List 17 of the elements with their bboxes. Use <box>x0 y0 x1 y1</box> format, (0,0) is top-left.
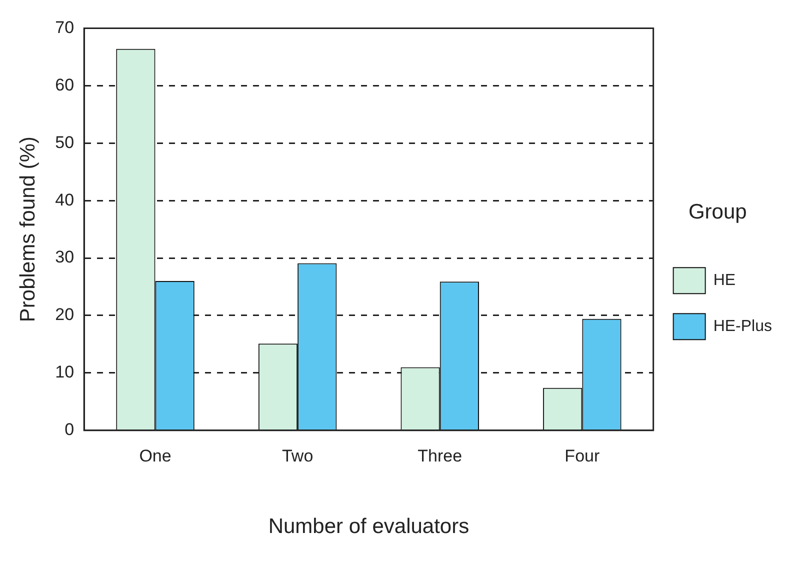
legend-title: Group <box>688 200 747 224</box>
legend-label: HE-Plus <box>713 318 772 336</box>
x-tick-label: Three <box>418 446 462 466</box>
y-tick-label: 60 <box>55 75 74 94</box>
x-tick-label: Two <box>282 446 314 466</box>
y-axis-title: Problems found (%) <box>16 136 40 322</box>
y-tick-label: 10 <box>55 362 74 382</box>
legend-label: HE <box>713 272 736 290</box>
x-axis-title: Number of evaluators <box>268 515 470 538</box>
y-tick-label: 70 <box>55 18 74 37</box>
y-tick-label: 20 <box>55 305 74 324</box>
y-tick-label: 0 <box>64 420 74 440</box>
y-tick-label: 40 <box>55 190 74 210</box>
y-tick-label: 30 <box>55 248 74 267</box>
x-tick-label: One <box>139 446 172 466</box>
y-tick-label: 50 <box>55 132 74 152</box>
x-tick-label: Four <box>564 446 600 466</box>
